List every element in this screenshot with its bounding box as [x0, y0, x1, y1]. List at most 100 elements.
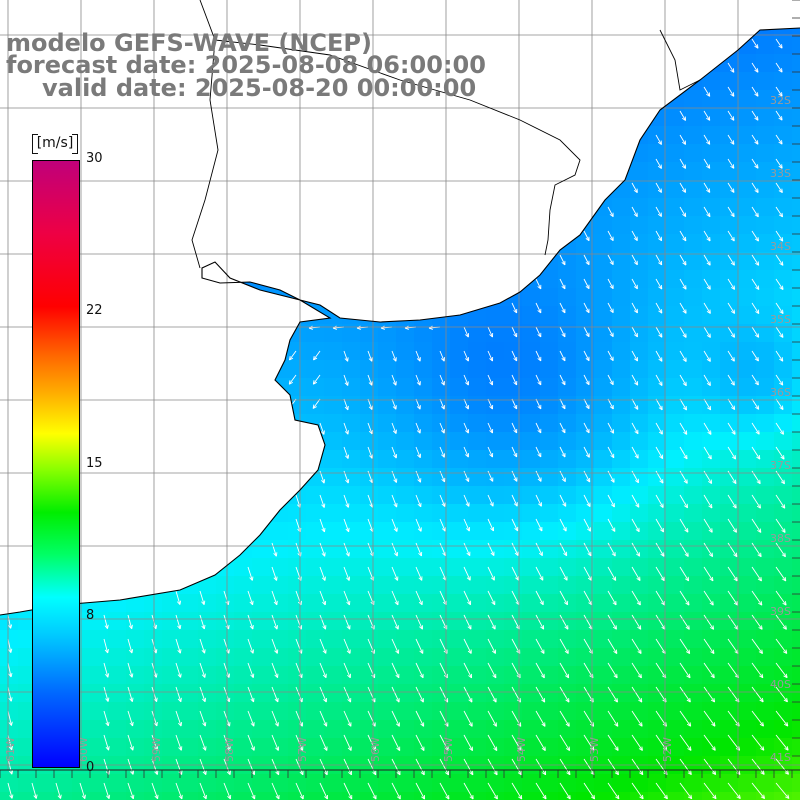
field-cell: [630, 252, 648, 270]
field-cell: [126, 684, 144, 702]
field-cell: [522, 522, 540, 540]
field-cell: [144, 702, 162, 720]
field-cell: [540, 630, 558, 648]
field-cell: [522, 576, 540, 594]
lat-label: 41S: [770, 751, 791, 764]
field-cell: [522, 288, 540, 306]
field-cell: [558, 504, 576, 522]
colorbar: [32, 160, 80, 768]
field-cell: [90, 774, 108, 792]
field-cell: [522, 342, 540, 360]
field-cell: [612, 702, 630, 720]
field-cell: [450, 630, 468, 648]
field-cell: [108, 648, 126, 666]
lon-label: 57W: [296, 737, 309, 762]
field-cell: [414, 702, 432, 720]
field-cell: [432, 486, 450, 504]
field-cell: [540, 504, 558, 522]
field-cell: [306, 792, 324, 800]
field-cell: [540, 468, 558, 486]
field-cell: [648, 450, 666, 468]
field-cell: [612, 558, 630, 576]
field-cell: [738, 126, 756, 144]
field-cell: [360, 468, 378, 486]
field-cell: [594, 612, 612, 630]
field-cell: [306, 630, 324, 648]
field-cell: [756, 54, 774, 72]
field-cell: [792, 252, 800, 270]
field-cell: [306, 720, 324, 738]
field-cell: [0, 774, 18, 792]
field-cell: [594, 684, 612, 702]
field-cell: [792, 126, 800, 144]
field-cell: [738, 270, 756, 288]
field-cell: [360, 774, 378, 792]
field-cell: [234, 702, 252, 720]
field-cell: [288, 720, 306, 738]
field-cell: [522, 360, 540, 378]
field-cell: [684, 414, 702, 432]
field-cell: [378, 702, 396, 720]
field-cell: [738, 774, 756, 792]
field-cell: [684, 432, 702, 450]
field-cell: [648, 198, 666, 216]
field-cell: [486, 702, 504, 720]
field-cell: [792, 612, 800, 630]
field-cell: [792, 594, 800, 612]
field-cell: [540, 432, 558, 450]
colorbar-tick-0: 0: [86, 761, 94, 775]
field-cell: [792, 666, 800, 684]
field-cell: [684, 144, 702, 162]
field-cell: [774, 414, 792, 432]
field-cell: [720, 234, 738, 252]
field-cell: [450, 450, 468, 468]
colorbar-tick-8: 8: [86, 609, 94, 623]
field-cell: [324, 342, 342, 360]
title-valid-date: valid date: 2025-08-20 00:00:00: [42, 76, 476, 100]
field-cell: [396, 396, 414, 414]
field-cell: [216, 648, 234, 666]
field-cell: [684, 90, 702, 108]
field-cell: [342, 504, 360, 522]
field-cell: [288, 558, 306, 576]
field-cell: [414, 630, 432, 648]
field-cell: [666, 576, 684, 594]
field-cell: [756, 486, 774, 504]
field-cell: [306, 774, 324, 792]
field-cell: [288, 576, 306, 594]
field-cell: [432, 378, 450, 396]
field-cell: [720, 360, 738, 378]
field-cell: [612, 270, 630, 288]
field-cell: [756, 72, 774, 90]
field-cell: [756, 342, 774, 360]
field-cell: [450, 396, 468, 414]
field-cell: [792, 486, 800, 504]
field-cell: [72, 792, 90, 800]
field-cell: [738, 648, 756, 666]
field-cell: [324, 630, 342, 648]
field-cell: [702, 630, 720, 648]
field-cell: [558, 450, 576, 468]
field-cell: [702, 738, 720, 756]
field-cell: [396, 774, 414, 792]
field-cell: [396, 432, 414, 450]
field-cell: [720, 738, 738, 756]
field-cell: [720, 720, 738, 738]
field-cell: [360, 630, 378, 648]
field-cell: [648, 720, 666, 738]
field-cell: [576, 252, 594, 270]
field-cell: [342, 648, 360, 666]
field-cell: [414, 540, 432, 558]
field-cell: [576, 450, 594, 468]
field-cell: [108, 666, 126, 684]
field-cell: [306, 612, 324, 630]
field-cell: [540, 306, 558, 324]
field-cell: [450, 558, 468, 576]
lon-label: 53W: [588, 737, 601, 762]
field-cell: [666, 720, 684, 738]
field-cell: [594, 432, 612, 450]
field-cell: [576, 468, 594, 486]
field-cell: [774, 342, 792, 360]
field-cell: [378, 666, 396, 684]
field-cell: [576, 486, 594, 504]
